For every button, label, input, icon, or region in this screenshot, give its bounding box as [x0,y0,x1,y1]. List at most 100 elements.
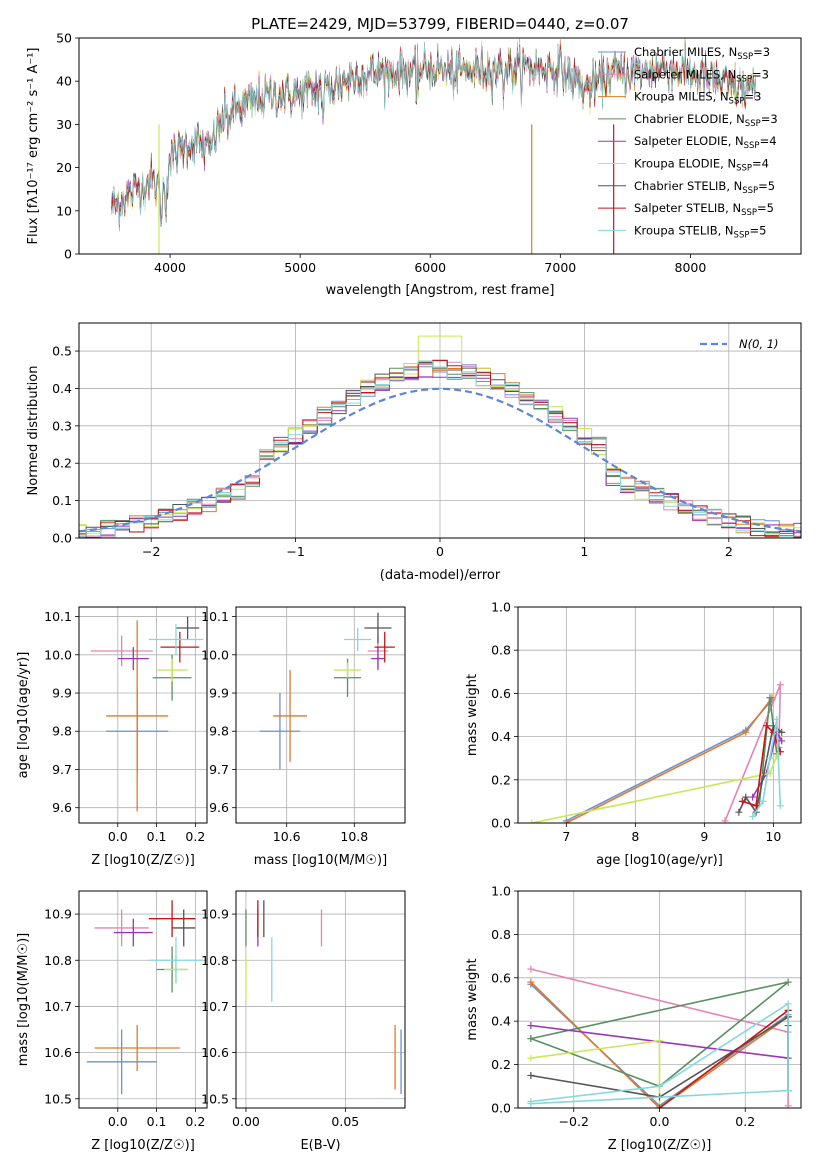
weight-point-marker [752,802,760,810]
weight-point-marker [773,715,781,723]
x-tick-label: 0.2 [185,1114,205,1129]
legend-entry-name: Kroupa MILES, N [634,90,729,104]
y-tick-label: 0.8 [491,927,511,942]
legend-entry: Kroupa MILES, NSSP=3 [634,90,761,107]
x-tick-label: 0.2 [185,829,205,844]
weight-point-marker [784,1000,792,1008]
y-tick-label: 0.0 [52,531,72,546]
legend-entry-count: =5 [758,179,775,193]
x-axis-label: age [log10(age/yr)] [596,853,723,868]
weight-series-line [530,981,789,1108]
y-tick-label: 10.8 [44,953,72,968]
weight-point-marker [527,978,535,986]
y-axis-label: mass [log10(M/M☉)] [16,933,31,1066]
legend-entry-count: =5 [757,201,774,215]
weight-point-marker [527,1022,535,1030]
legend-entry-subscript: SSP [741,208,757,218]
weight-point-marker [738,797,746,805]
legend-entry-name: Kroupa STELIB, N [634,223,734,237]
legend-entry-count: =4 [760,134,777,148]
residuals-plot-area [79,335,801,538]
weight-point-marker [721,817,729,823]
x-axis-label: E(B-V) [300,1138,340,1153]
weight-point-marker [784,1102,792,1108]
legend-entry: Kroupa STELIB, NSSP=5 [634,223,766,240]
weight-point-marker [527,1054,535,1062]
x-tick-label: 7000 [544,260,576,275]
weight_vs_Z-plot-area [527,965,792,1108]
y-tick-label: 9.9 [52,686,72,701]
y-axis-label: mass weight [465,674,480,756]
y-tick-label: 10.0 [201,647,229,662]
weight-point-marker [766,754,774,762]
spectrum-line [111,41,756,225]
legend-entry-name: Chabrier ELODIE, N [634,112,745,126]
x-tick-label: −2 [142,544,160,559]
x-tick-label: 9 [700,829,708,844]
x-tick-label: 1 [580,544,588,559]
x-axis-label: wavelength [Angstrom, rest frame] [326,283,555,298]
weight-point-marker [527,1071,535,1079]
y-tick-label: 10.1 [44,609,72,624]
y-tick-label: 1.0 [491,600,511,615]
legend-entry: Chabrier MILES, NSSP=3 [634,45,770,62]
weight-point-marker [735,808,743,816]
weight-point-marker [656,1104,663,1108]
weight_vs_age-plot-area [528,681,786,823]
y-tick-label: 0.0 [491,816,511,831]
x-tick-label: 0 [436,544,444,559]
y-tick-label: 10.6 [201,1045,229,1060]
weight-point-marker [766,694,774,702]
x-tick-label: 0.2 [735,1114,755,1129]
legend-entry: N(0, 1) [739,337,779,351]
x-tick-label: −1 [286,544,304,559]
y-tick-label: 10.7 [44,999,72,1014]
legend-entry-subscript: SSP [742,186,758,196]
age_vs_Z-plot-area [90,616,204,812]
spectrum-panel: 4000 5000 6000 7000 8000 0 10 20 30 40 50 wavelengt… [26,31,802,298]
y-tick-label: 10.8 [201,953,229,968]
y-tick-label: 10.5 [201,1091,229,1106]
legend-entry-name: Salpeter STELIB, N [634,201,741,215]
weight-point-marker [778,728,786,736]
weight-point-marker [749,813,757,821]
histogram-series [79,359,801,538]
legend-entry-subscript: SSP [736,164,752,174]
y-tick-label: 0.1 [52,493,72,508]
legend-entry-subscript: SSP [736,74,752,84]
legend-entry-count: =3 [753,45,770,59]
y-tick-label: 10.1 [201,609,229,624]
y-axis-label: Normed distribution [26,366,41,496]
axes-frame [78,606,208,824]
legend-entry-subscript: SSP [737,52,753,62]
y-tick-label: 10.7 [201,999,229,1014]
weight-point-marker [656,1037,663,1045]
y-tick-label: 10.9 [44,907,72,922]
mass_vs_Z-plot-area [86,900,204,1095]
mass_vs_ebv-plot-area [245,900,402,1095]
weight-point-marker [759,797,767,805]
x-tick-label: 10 [765,829,781,844]
mass_vs_ebv-panel: 0.00 0.05 10.5 10.6 10.7 10.8 10.9 E(B-V) [201,890,406,1153]
x-axis-label: Z [log10(Z/Z☉)] [608,1138,712,1153]
x-tick-label: 5000 [284,260,316,275]
y-tick-label: 0 [64,247,72,262]
legend-entry: Chabrier ELODIE, NSSP=3 [634,112,778,129]
mass_vs_Z-panel: 0.0 0.1 0.2 10.5 10.6 10.7 10.8 10.9 Z [log10(Z/… [16,890,208,1153]
weight-point-marker [773,752,781,760]
x-tick-label: 7 [562,829,570,844]
x-axis-label: mass [log10(M/M☉)] [254,853,387,868]
x-tick-label: 10.6 [273,829,301,844]
y-tick-label: 10.5 [44,1091,72,1106]
x-tick-label: 0.0 [108,829,128,844]
axes-frame [517,606,802,824]
legend-entry: Salpeter STELIB, NSSP=5 [634,201,774,218]
legend-entry-name: Chabrier MILES, N [634,45,737,59]
y-tick-label: 40 [56,74,72,89]
x-axis-label: (data-model)/error [380,568,501,583]
axes-frame [235,890,406,1109]
weight_vs_Z-panel: −0.2 0.0 0.2 0.0 0.2 0.4 0.6 0.8 1.0 Z [log10(Z/Z… [465,884,802,1153]
x-tick-label: 0.05 [331,1114,359,1129]
legend-entry-subscript: SSP [729,97,745,107]
